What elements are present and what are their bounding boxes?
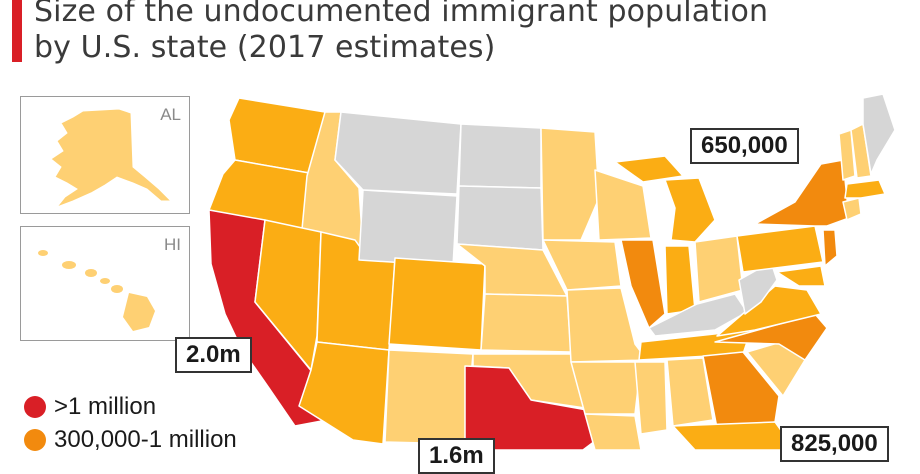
state-alaska[interactable] (50, 108, 173, 209)
alaska-label: AL (160, 105, 181, 124)
state-colorado[interactable] (388, 257, 486, 351)
title-accent-bar (12, 0, 22, 62)
legend-dot-red (24, 395, 46, 418)
legend-label: 300,000-1 million (54, 425, 237, 453)
state-montana[interactable] (334, 111, 462, 195)
state-georgia[interactable] (702, 351, 780, 429)
state-indiana[interactable] (664, 245, 696, 315)
state-maine[interactable] (862, 93, 895, 175)
state-new-hampshire[interactable] (850, 123, 872, 179)
state-kansas[interactable] (480, 293, 572, 353)
state-north-dakota[interactable] (458, 123, 542, 189)
state-hawaii[interactable] (38, 250, 155, 331)
state-minnesota[interactable] (540, 127, 600, 241)
alaska-map (50, 108, 173, 209)
state-alabama[interactable] (666, 357, 714, 427)
state-florida[interactable] (672, 421, 796, 450)
state-wisconsin[interactable] (594, 169, 652, 241)
state-maryland[interactable] (776, 265, 826, 287)
us-map (208, 93, 895, 450)
state-massachusetts[interactable] (844, 179, 886, 199)
hawaii-inset: HI (20, 226, 190, 341)
state-new-jersey[interactable] (822, 229, 838, 267)
state-vermont[interactable] (838, 129, 856, 181)
legend-item-300k-1m: 300,000-1 million (24, 423, 237, 456)
state-louisiana[interactable] (584, 413, 642, 450)
hawaii-map (38, 250, 155, 331)
legend-item-over-1m: >1 million (24, 390, 237, 423)
state-connecticut[interactable] (842, 197, 862, 221)
state-illinois[interactable] (620, 239, 666, 329)
state-mississippi[interactable] (634, 361, 668, 435)
legend-label: >1 million (54, 392, 157, 420)
chart-title: Size of the undocumented immigrant popul… (34, 0, 768, 66)
state-south-dakota[interactable] (456, 185, 544, 251)
new-york-callout: 650,000 (690, 128, 799, 164)
state-new-mexico[interactable] (384, 349, 474, 445)
state-arkansas[interactable] (570, 361, 642, 415)
california-callout: 2.0m (175, 337, 252, 373)
state-wyoming[interactable] (358, 189, 458, 267)
state-iowa[interactable] (542, 239, 622, 291)
legend-dot-orange (24, 428, 46, 451)
title-line-2: by U.S. state (2017 estimates) (34, 30, 496, 65)
state-new-york[interactable] (754, 159, 850, 227)
state-pennsylvania[interactable] (736, 225, 824, 273)
alaska-inset: AL (20, 96, 190, 214)
florida-callout: 825,000 (780, 426, 889, 462)
state-ohio[interactable] (694, 235, 744, 303)
legend: >1 million 300,000-1 million (24, 390, 237, 456)
texas-callout: 1.6m (418, 438, 495, 474)
hawaii-label: HI (164, 235, 181, 254)
state-missouri[interactable] (566, 287, 648, 363)
title-line-1: Size of the undocumented immigrant popul… (34, 0, 769, 29)
